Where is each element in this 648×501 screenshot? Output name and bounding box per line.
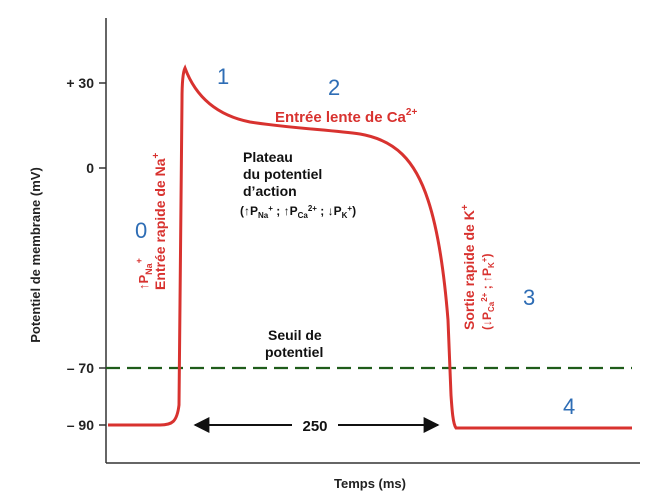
y-tick-label-minus70: – 70 bbox=[67, 360, 94, 376]
action-potential-curve bbox=[108, 64, 632, 430]
phase-number-4: 4 bbox=[563, 394, 575, 419]
threshold-label-line1: Seuil de bbox=[268, 327, 322, 343]
calcium-entry-label: Entrée lente de Ca2+ bbox=[275, 107, 417, 126]
potassium-exit-label: Sortie rapide de K+ bbox=[460, 204, 477, 330]
phase-number-0: 0 bbox=[135, 218, 147, 243]
phase-number-3: 3 bbox=[523, 285, 535, 310]
potassium-permeability-label: (↓PCa2+ ; ↑PK+) bbox=[480, 254, 496, 330]
y-tick-label-0: 0 bbox=[86, 160, 94, 176]
threshold-label-line2: potentiel bbox=[265, 344, 323, 360]
plateau-title-line2: du potentiel bbox=[243, 166, 322, 182]
phase-number-2: 2 bbox=[328, 75, 340, 100]
plateau-permeability-line: (↑PNa+ ; ↑PCa2+ ; ↓PK+) bbox=[240, 204, 356, 220]
phase-number-1: 1 bbox=[217, 64, 229, 89]
duration-label: 250 bbox=[302, 418, 327, 435]
plateau-title-line3: d’action bbox=[243, 183, 297, 199]
y-tick-label-minus90: – 90 bbox=[67, 417, 94, 433]
sodium-permeability-label: ↑PNa+ bbox=[134, 258, 154, 290]
sodium-entry-label: Entrée rapide de Na+ bbox=[151, 153, 168, 291]
y-tick-label-plus30: + 30 bbox=[66, 75, 94, 91]
y-axis-title: Potentiel de membrane (mV) bbox=[28, 167, 43, 343]
x-axis-title: Temps (ms) bbox=[334, 476, 406, 491]
plateau-title-line1: Plateau bbox=[243, 149, 293, 165]
